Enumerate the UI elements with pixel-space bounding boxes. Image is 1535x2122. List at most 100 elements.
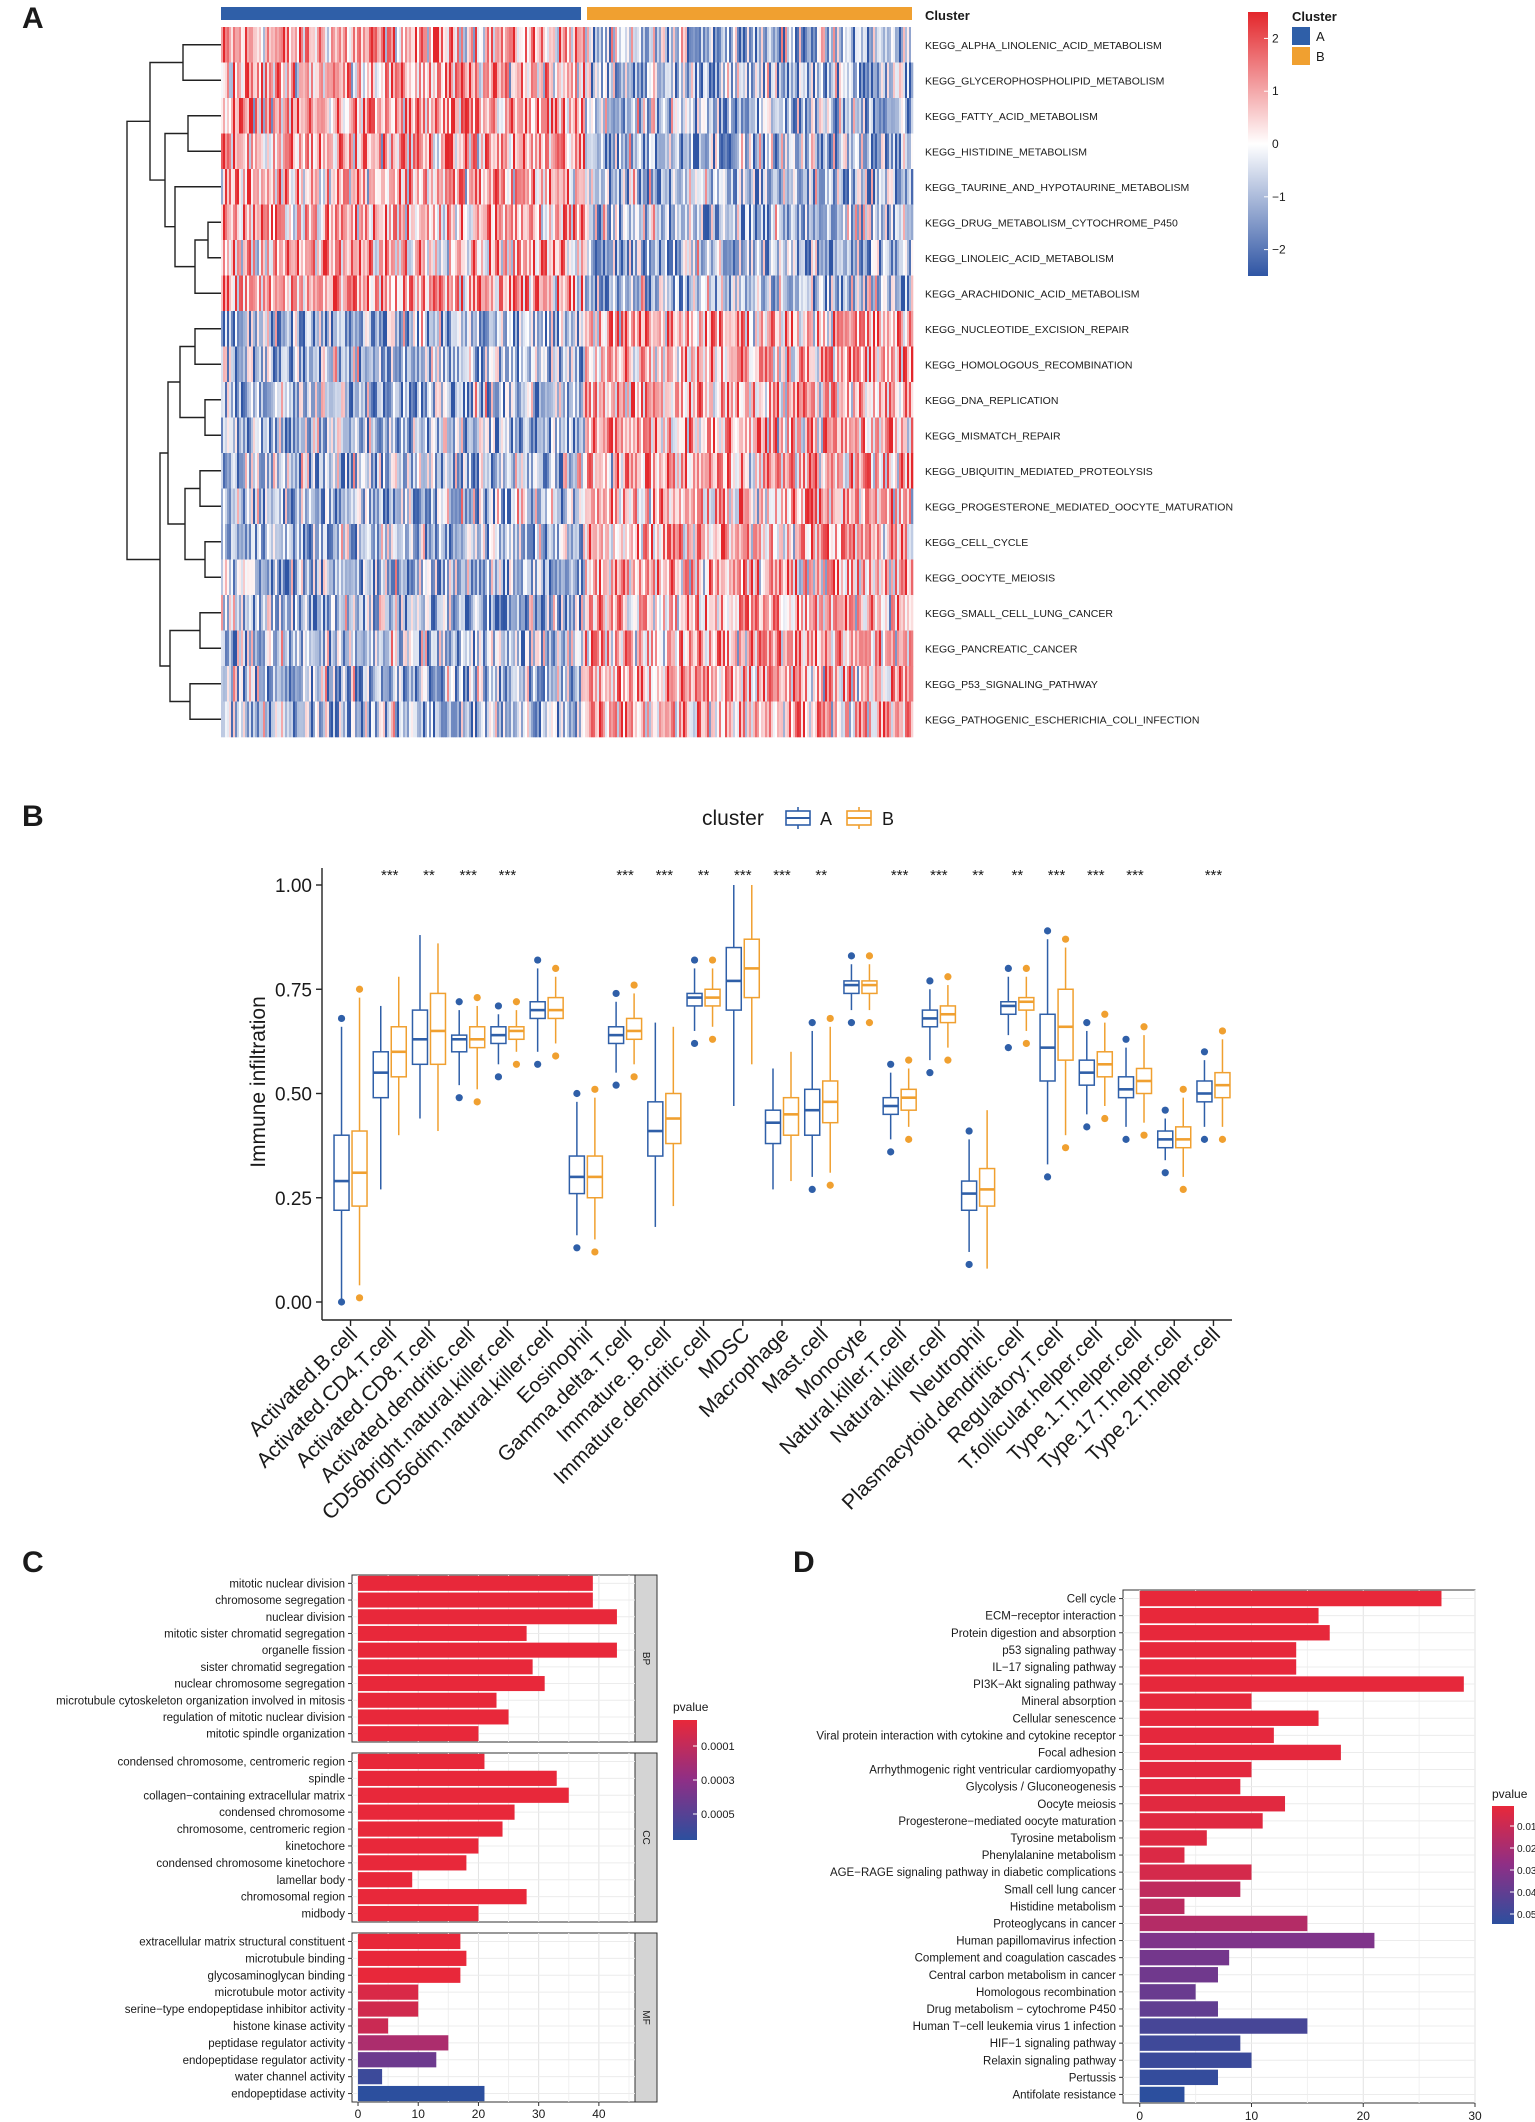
heatmap-cell (223, 133, 226, 170)
heatmap-cell (719, 62, 722, 99)
heatmap-cell (711, 27, 714, 63)
heatmap-cell (403, 453, 406, 489)
heatmap-cell (673, 133, 676, 170)
heatmap-cell (647, 417, 650, 454)
heatmap-cell (269, 27, 272, 63)
heatmap-cell (901, 488, 904, 525)
heatmap-cell (641, 453, 644, 489)
heatmap-cell (683, 27, 686, 63)
heatmap-cell (887, 27, 890, 63)
heatmap-cell (729, 240, 732, 276)
heatmap-cell (331, 27, 334, 63)
heatmap-cell (529, 382, 532, 418)
heatmap-cell (523, 311, 526, 347)
heatmap-cell (319, 169, 322, 205)
heatmap-cell (911, 27, 914, 63)
heatmap-cell (545, 453, 548, 489)
heatmap-cell (381, 382, 384, 418)
heatmap-cell (313, 169, 316, 205)
heatmap-cell (809, 204, 812, 241)
heatmap-cell (887, 169, 890, 205)
heatmap-cell (795, 275, 798, 312)
heatmap-cell (423, 169, 426, 205)
heatmap-cell (271, 417, 274, 454)
heatmap-cell (905, 382, 908, 418)
heatmap-cell (661, 311, 664, 347)
heatmap-cell (627, 133, 630, 170)
heatmap-cell (407, 133, 410, 170)
heatmap-cell (823, 488, 826, 525)
heatmap-cell (829, 382, 832, 418)
heatmap-cell (561, 453, 564, 489)
heatmap-cell (767, 27, 770, 63)
heatmap-cell (655, 346, 658, 383)
heatmap-cell (407, 275, 410, 312)
heatmap-cell (639, 240, 642, 276)
heatmap-cell (657, 275, 660, 312)
heatmap-cell (565, 417, 568, 454)
heatmap-cell (885, 382, 888, 418)
heatmap-cell (807, 62, 810, 99)
heatmap-cell (523, 346, 526, 383)
heatmap-cell (353, 346, 356, 383)
heatmap-cell (349, 346, 352, 383)
heatmap-cell (857, 62, 860, 99)
heatmap-cell (699, 169, 702, 205)
heatmap-cell (515, 382, 518, 418)
heatmap-cell (269, 346, 272, 383)
heatmap-cell (313, 524, 316, 560)
heatmap-cell (907, 240, 910, 276)
heatmap-cell (241, 488, 244, 525)
heatmap-cell (835, 27, 838, 63)
heatmap-cell (455, 488, 458, 525)
heatmap-cell (625, 311, 628, 347)
heatmap-cell (839, 98, 842, 134)
heatmap-cell (735, 311, 738, 347)
heatmap-cell (545, 311, 548, 347)
heatmap-cell (527, 98, 530, 134)
heatmap-cell (297, 382, 300, 418)
heatmap-cell (485, 275, 488, 312)
heatmap-cell (225, 62, 228, 99)
heatmap-cell (287, 311, 290, 347)
heatmap-cell (485, 204, 488, 241)
heatmap-cell (753, 346, 756, 383)
heatmap-cell (321, 453, 324, 489)
heatmap-cell (535, 27, 538, 63)
heatmap-cell (521, 133, 524, 170)
heatmap-cell (475, 204, 478, 241)
heatmap-cell (813, 346, 816, 383)
heatmap-cell (627, 417, 630, 454)
heatmap-cell (779, 311, 782, 347)
heatmap-cell (519, 488, 522, 525)
heatmap-cell (517, 133, 520, 170)
heatmap-cell (833, 169, 836, 205)
heatmap-cell (243, 382, 246, 418)
heatmap-cell (901, 169, 904, 205)
heatmap-cell (295, 133, 298, 170)
heatmap-cell (463, 453, 466, 489)
heatmap-cell (231, 240, 234, 276)
heatmap-cell (319, 453, 322, 489)
heatmap-cell (893, 204, 896, 241)
heatmap-cell (867, 311, 870, 347)
heatmap-cell (447, 204, 450, 241)
heatmap-cell (583, 133, 586, 170)
heatmap-cell (247, 382, 250, 418)
heatmap-cell (289, 240, 292, 276)
heatmap-cell (223, 417, 226, 454)
heatmap-cell (241, 204, 244, 241)
heatmap-cell (357, 524, 360, 560)
heatmap-cell (579, 98, 582, 134)
heatmap-cell (789, 133, 792, 170)
heatmap-cell (767, 98, 770, 134)
heatmap-cell (303, 488, 306, 525)
heatmap-cell (845, 417, 848, 454)
heatmap-cell (259, 204, 262, 241)
heatmap-cell (445, 27, 448, 63)
heatmap-cell (273, 346, 276, 383)
heatmap-cell (403, 204, 406, 241)
heatmap-cell (623, 382, 626, 418)
heatmap-cell (757, 98, 760, 134)
heatmap-cell (243, 453, 246, 489)
